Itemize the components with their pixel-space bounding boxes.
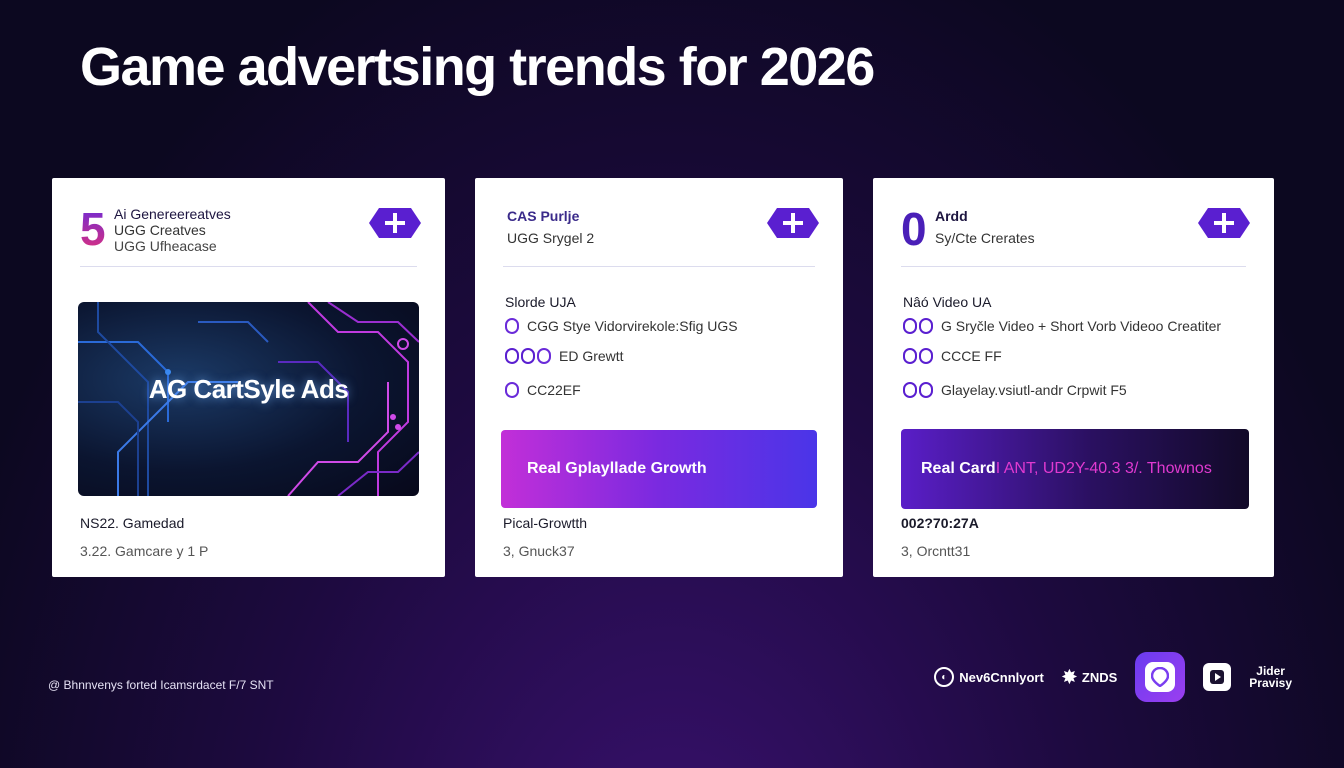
feature-item: CC22EF — [505, 382, 581, 398]
card-subtitle: Sy/Cte Crerates — [935, 230, 1035, 246]
card-title-block: Ai Genereereatves UGG Creatves UGG Ufhea… — [114, 206, 231, 254]
card-title: Ardd — [935, 208, 968, 224]
feature-item: CGG Styе Vidorvirekole:Sfig UGS — [505, 318, 738, 334]
card-header: 0 Ardd Sy/Cte Crerates — [901, 204, 1250, 266]
card-number: 5 — [80, 203, 106, 255]
bullet-icon — [919, 348, 933, 364]
promo-banner[interactable]: Real Card I ANT, UD2Y-40.3 3/. Thownos — [901, 429, 1249, 509]
circle-logo-icon: ◐ — [934, 667, 955, 687]
circuit-graphic — [78, 302, 419, 496]
feature-label: G Sryčle Video + Short Vorb Videoo Creat… — [941, 318, 1222, 334]
play-icon — [1210, 670, 1225, 684]
bullet-icon — [903, 318, 917, 334]
trend-card-ugc[interactable]: CAS Purlje UGG Srygel 2 Slorde UJA CGG S… — [475, 178, 843, 577]
feature-item: G Sryčle Video + Short Vorb Videoo Creat… — [903, 318, 1221, 334]
promo-banner[interactable]: Real Gplayllade Growth — [501, 430, 817, 508]
card-subtitle: UGG Creatves — [114, 222, 206, 238]
card-subtitle-2: UGG Ufheacase — [114, 238, 217, 254]
card-title: Ai Genereereatves — [114, 206, 231, 222]
feature-label: CGG Styе Vidorvirekole:Sfig UGS — [527, 318, 738, 334]
bullet-icon — [521, 348, 535, 364]
add-button[interactable] — [1198, 204, 1250, 242]
card-title-block: CAS Purlje UGG Srygel 2 — [507, 208, 594, 246]
bullet-icon — [505, 382, 519, 398]
partner-logo-label: Nev6Cnnlyort — [959, 669, 1044, 685]
card-footer-title: NS22. Gamedad — [80, 515, 185, 531]
bullet-icon — [505, 318, 519, 334]
card-footer-title: Pical-Growtth — [503, 515, 588, 531]
card-title-block: Ardd Sy/Cte Crerates — [935, 208, 1035, 246]
partner-logo-line: Jider — [1256, 664, 1285, 678]
hero-title: AG CartSyle Ads — [148, 374, 349, 404]
card-footer-title: 002?70:27A — [901, 515, 979, 531]
hero-image: AG CartSyle Ads — [78, 302, 419, 496]
bullet-icon — [903, 348, 917, 364]
card-header: 5 Ai Genereereatves UGG Creatves UGG Ufh… — [80, 204, 421, 266]
partner-logo-label: ZNDS — [1081, 669, 1118, 685]
plus-icon — [1198, 208, 1250, 238]
plus-icon — [767, 208, 819, 238]
trend-card-short-video[interactable]: 0 Ardd Sy/Cte Crerates Nâó Video UA G Sr… — [873, 178, 1274, 577]
card-footer-meta: 3, Gnuck37 — [503, 543, 575, 559]
card-subtitle: UGG Srygel 2 — [507, 230, 595, 246]
section-heading: Nâó Video UA — [903, 294, 992, 310]
play-logo-icon[interactable] — [1203, 663, 1232, 691]
banner-accent-text: I ANT, UD2Y-40.3 3/. Thownos — [995, 460, 1212, 477]
card-footer-meta: 3, Orcntt31 — [901, 543, 971, 559]
card-divider — [80, 266, 417, 267]
feature-item: CCCE FF — [903, 348, 1002, 364]
bullet-icon — [919, 382, 933, 398]
card-header: CAS Purlje UGG Srygel 2 — [503, 204, 819, 266]
partner-logos: ◐ Nev6Cnnlyort ✸ ZNDS Jider Pravisy — [934, 652, 1292, 702]
location-pin-icon — [1151, 667, 1170, 687]
trend-card-ai-creatives[interactable]: 5 Ai Genereereatves UGG Creatves UGG Ufh… — [52, 178, 445, 577]
app-logo-inner — [1145, 662, 1176, 692]
partner-logo-line: Pravisy — [1249, 676, 1292, 690]
add-button[interactable] — [369, 204, 421, 242]
bullet-icon — [919, 318, 933, 334]
feature-label: Glayelay.vsiutl-andr Crpwit F5 — [941, 382, 1127, 398]
card-footer-meta: 3.22. Gamcare y 1 P — [80, 543, 209, 559]
partner-logo[interactable]: ◐ Nev6Cnnlyort — [934, 667, 1044, 687]
feature-item: Glayelay.vsiutl-andr Crpwit F5 — [903, 382, 1127, 398]
feature-label: CC22EF — [527, 382, 581, 398]
footer-note: @ Bhnnvenys forted Icamsrdacet F/7 SNT — [48, 678, 274, 692]
partner-logo[interactable]: Jider Pravisy — [1249, 665, 1292, 689]
banner-label: Real Card — [921, 460, 996, 477]
card-divider — [503, 266, 815, 267]
partner-logo[interactable]: ✸ ZNDS — [1062, 667, 1117, 688]
bullet-icon — [903, 382, 917, 398]
bullet-icon — [537, 348, 551, 364]
card-number: 0 — [901, 203, 927, 255]
card-divider — [901, 266, 1246, 267]
card-title: CAS Purlje — [507, 208, 580, 224]
feature-label: CCCE FF — [941, 348, 1002, 364]
page-title: Game advertsing trends for 2026 — [80, 37, 875, 97]
feature-label: ED Grewtt — [559, 348, 624, 364]
feature-item: ED Grewtt — [505, 348, 624, 364]
bullet-icon — [505, 348, 519, 364]
section-heading: Slorde UJA — [505, 294, 576, 310]
mascot-logo-icon: ✸ — [1061, 666, 1077, 687]
add-button[interactable] — [767, 204, 819, 242]
app-logo-icon[interactable] — [1135, 652, 1186, 702]
plus-icon — [369, 208, 421, 238]
